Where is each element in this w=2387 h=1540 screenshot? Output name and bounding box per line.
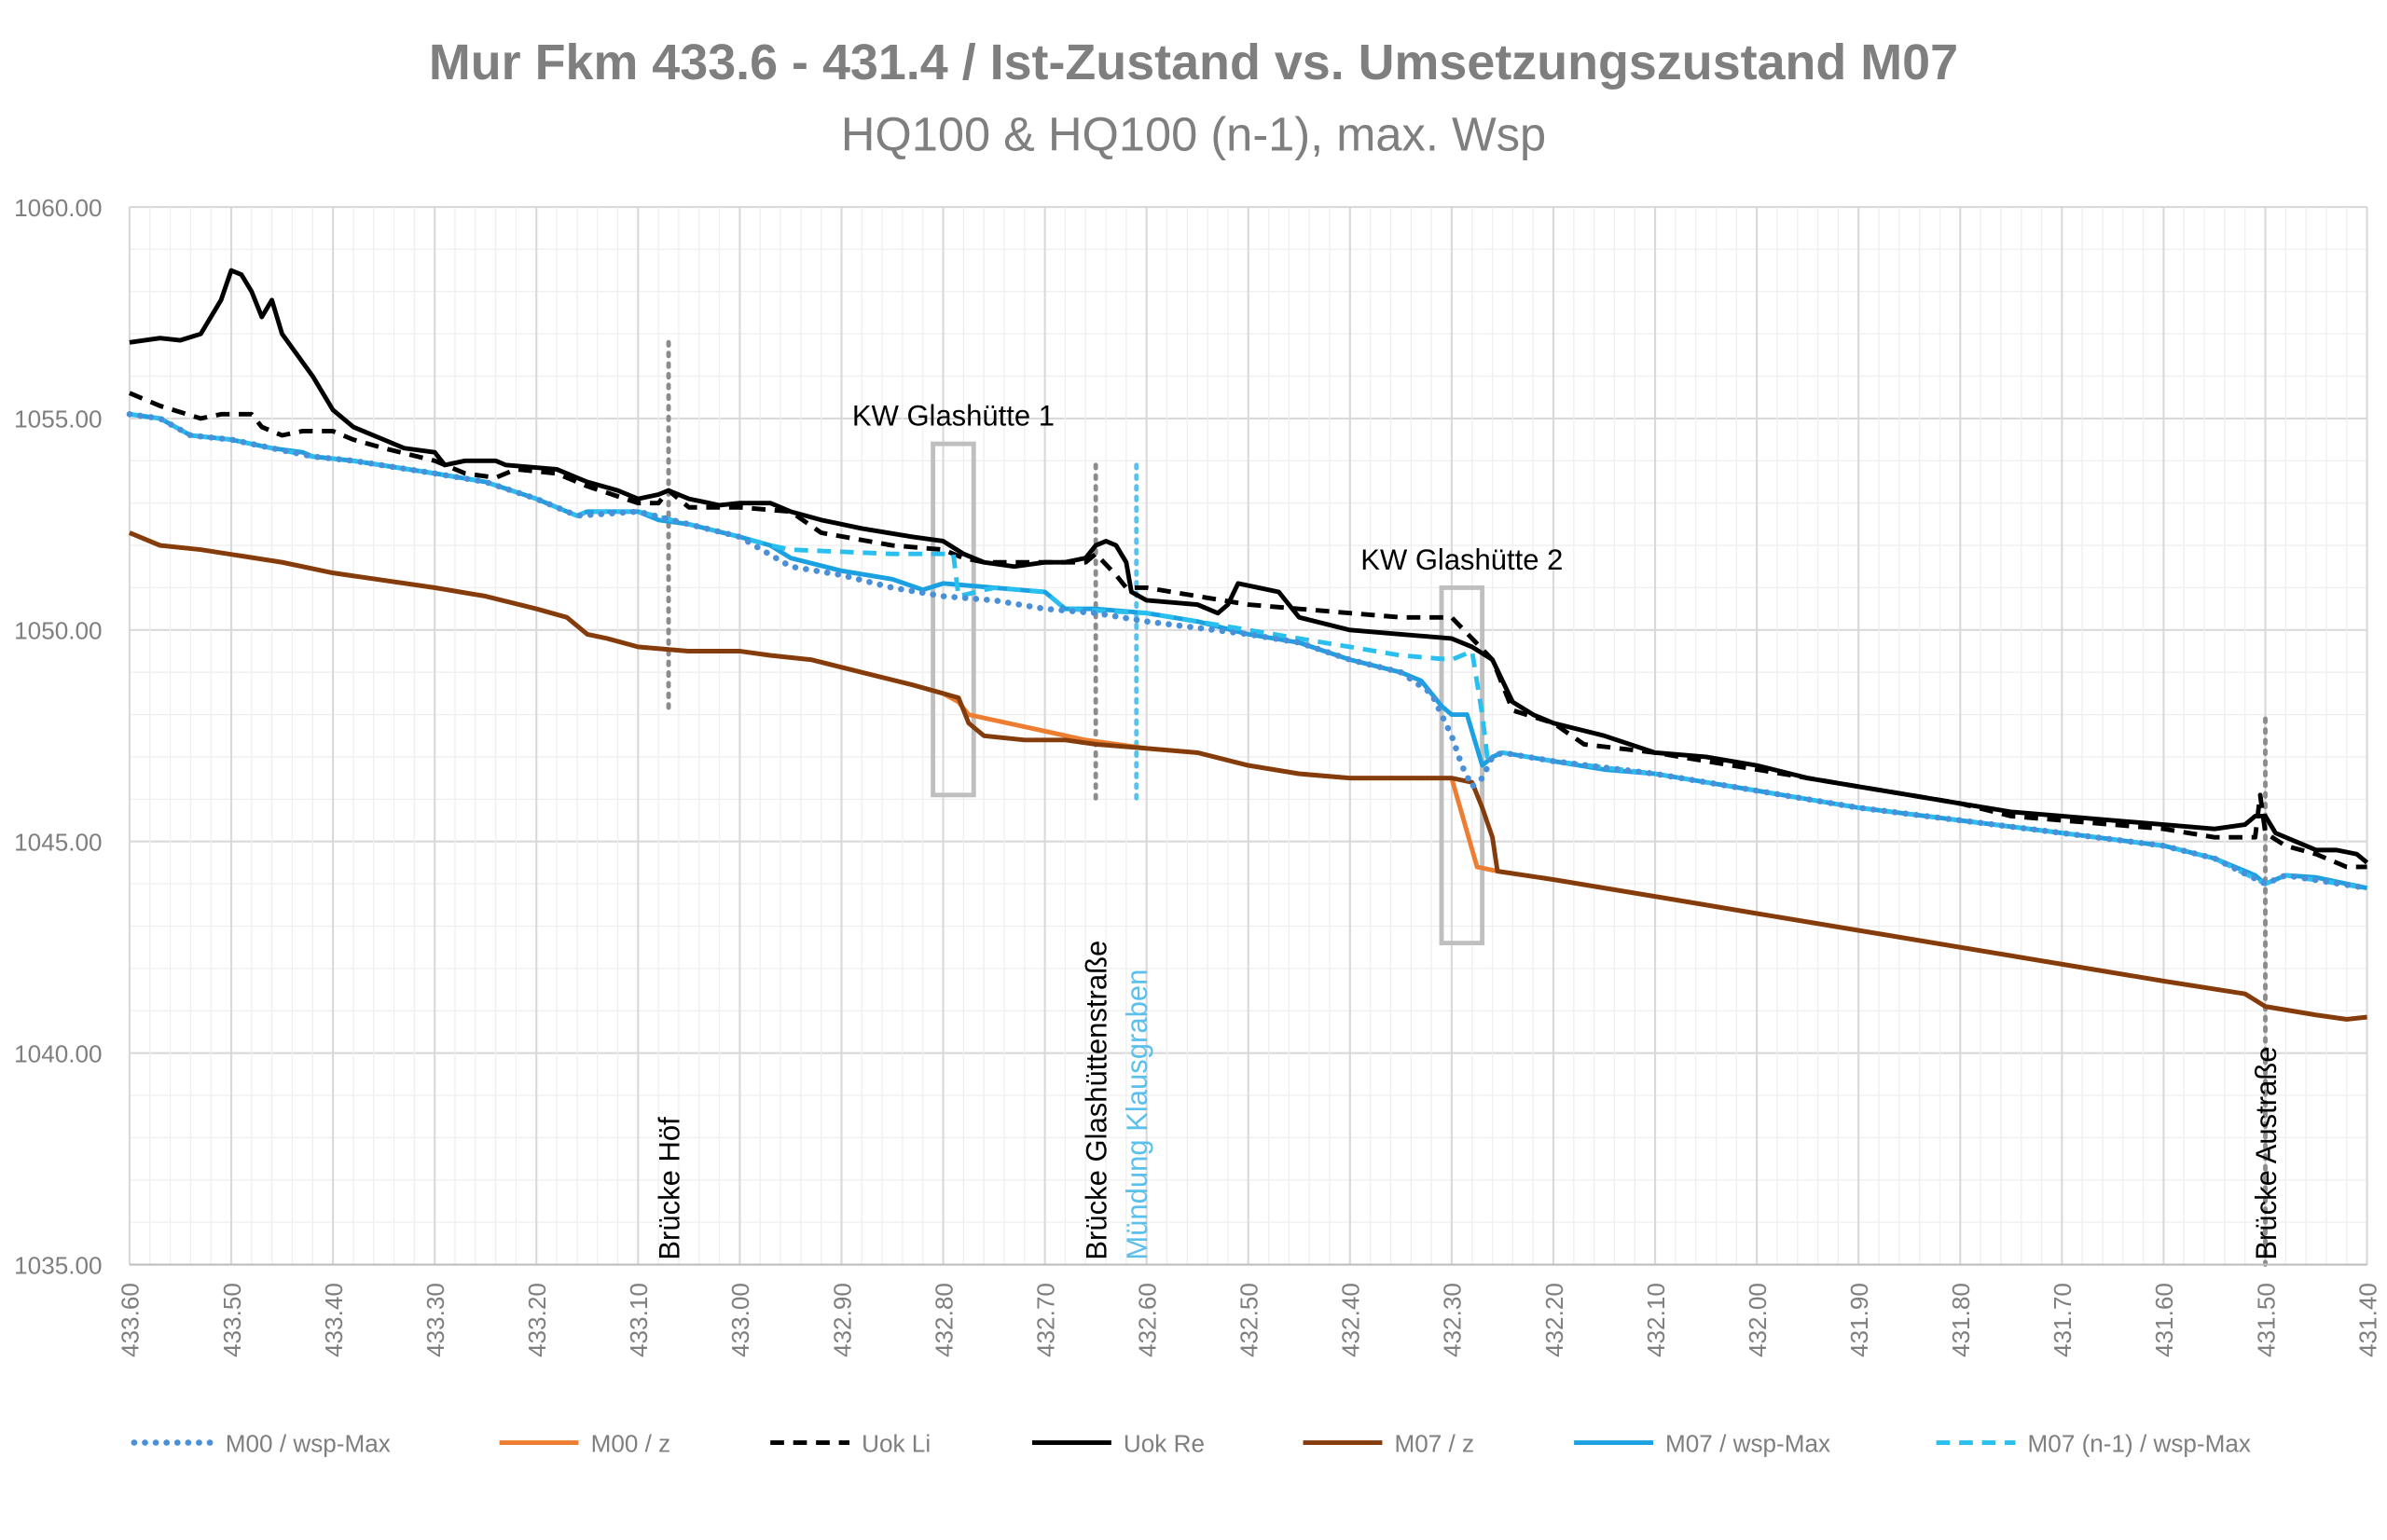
legend: M00 / wsp-Max M00 / z Uok Li Uok Re M07 / z M…: [131, 1429, 2251, 1457]
x-tick-label: 431.60: [2150, 1283, 2178, 1357]
annotations: KW Glashütte 1 KW Glashütte 2 Brücke Höf Br…: [653, 339, 2283, 1267]
series-line-m00-wsp-max: [126, 411, 2370, 891]
x-tick-label: 431.80: [1947, 1283, 1975, 1357]
y-tick-label: 1055.00: [14, 406, 102, 433]
x-tick-label: 432.40: [1337, 1283, 1365, 1357]
x-tick-label: 432.50: [1235, 1283, 1263, 1357]
x-tick-label: 432.20: [1540, 1283, 1568, 1357]
annotation-vline-label: Brücke Glashüttenstraße: [1081, 941, 1113, 1260]
x-tick-label: 432.70: [1031, 1283, 1059, 1357]
axes: 1035.00 1040.00 1045.00 1050.00 1055.00 1060.…: [14, 194, 2381, 1357]
series-line-uok-re: [129, 268, 2369, 865]
x-tick-label: 433.10: [625, 1283, 653, 1357]
chart-title: Mur Fkm 433.6 - 431.4 / Ist-Zustand vs. …: [429, 34, 1958, 90]
legend-label: M07 (n-1) / wsp-Max: [2028, 1429, 2251, 1457]
annotation-vline-label: Mündung Klausgraben: [1121, 969, 1153, 1260]
legend-label: M07 / wsp-Max: [1665, 1429, 1830, 1457]
y-tick-label: 1060.00: [14, 194, 102, 222]
annotation-label: KW Glashütte 2: [1360, 543, 1563, 576]
y-tick-label: 1045.00: [14, 829, 102, 857]
legend-label: M07 / z: [1394, 1429, 1474, 1457]
legend-label: Uok Li: [862, 1429, 931, 1457]
x-tick-label: 431.90: [1845, 1283, 1873, 1357]
annotation-vline-label: Brücke Austraße: [2250, 1046, 2283, 1259]
x-tick-label: 431.40: [2353, 1283, 2381, 1357]
x-tick-label: 433.20: [523, 1283, 551, 1357]
x-tick-label: 433.00: [726, 1283, 754, 1357]
x-tick-label: 433.40: [320, 1283, 348, 1357]
legend-label: M00 / wsp-Max: [226, 1429, 391, 1457]
legend-label: M00 / z: [591, 1429, 671, 1457]
x-tick-label: 432.80: [930, 1283, 958, 1357]
x-tick-label: 432.90: [828, 1283, 856, 1357]
x-tick-label: 432.10: [1642, 1283, 1670, 1357]
x-tick-label: 433.60: [117, 1283, 145, 1357]
annotation-box: [931, 441, 976, 798]
y-tick-label: 1035.00: [14, 1251, 102, 1279]
x-tick-label: 432.30: [1439, 1283, 1467, 1357]
series-group: [126, 268, 2370, 1022]
x-tick-label: 432.00: [1744, 1283, 1772, 1357]
series-line-uok-li: [128, 391, 2367, 870]
x-tick-label: 433.50: [218, 1283, 246, 1357]
annotation-label: KW Glashütte 1: [852, 400, 1055, 433]
x-tick-label: 432.60: [1133, 1283, 1161, 1357]
x-tick-label: 431.50: [2252, 1283, 2280, 1357]
annotation-vline-label: Brücke Höf: [653, 1117, 685, 1260]
x-tick-label: 431.70: [2049, 1283, 2077, 1357]
y-tick-label: 1040.00: [14, 1039, 102, 1067]
series-line-m07-z: [129, 530, 2367, 1022]
y-tick-label: 1050.00: [14, 617, 102, 645]
x-tick-label: 433.30: [421, 1283, 449, 1357]
chart-subtitle: HQ100 & HQ100 (n-1), max. Wsp: [841, 108, 1546, 161]
legend-label: Uok Re: [1124, 1429, 1205, 1457]
grid: [128, 205, 2368, 1266]
